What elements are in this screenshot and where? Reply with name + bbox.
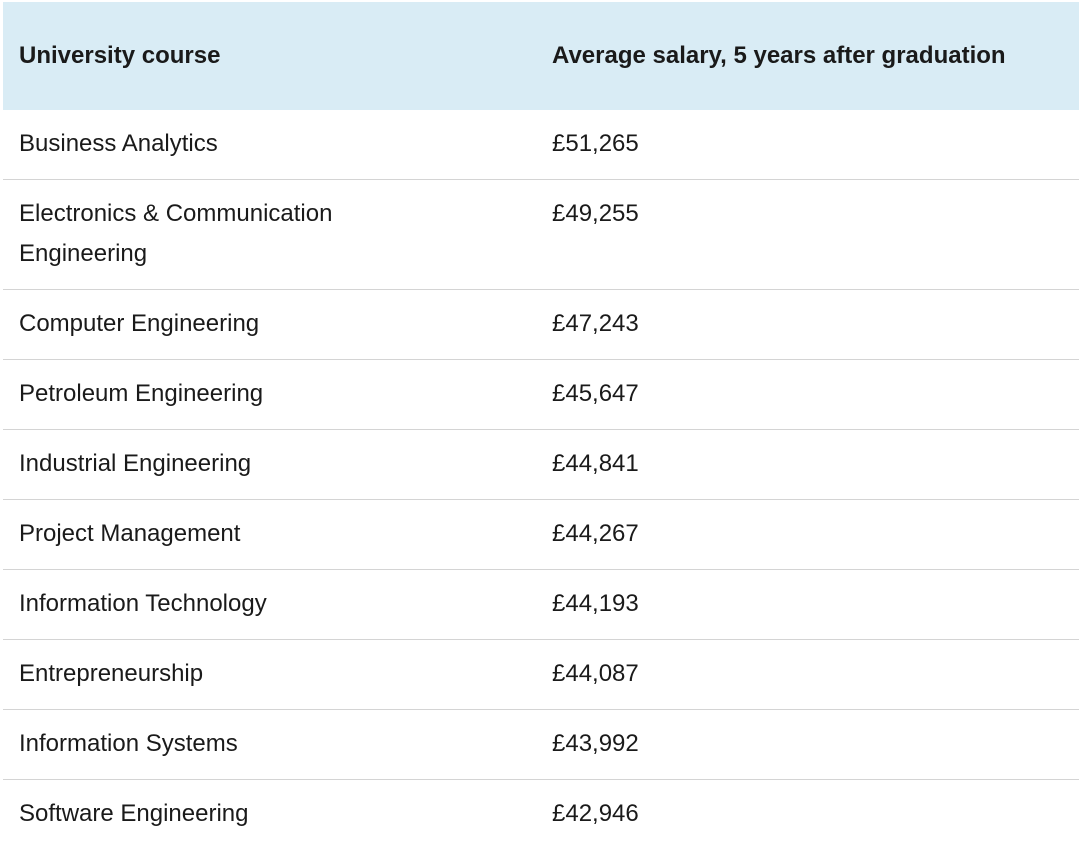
salary-table: University course Average salary, 5 year… bbox=[3, 2, 1079, 849]
table-body: Business Analytics £51,265 Electronics &… bbox=[3, 110, 1079, 849]
course-cell: Business Analytics bbox=[3, 110, 534, 180]
salary-cell: £49,255 bbox=[534, 179, 1079, 290]
salary-cell: £44,841 bbox=[534, 429, 1079, 500]
salary-cell: £45,647 bbox=[534, 359, 1079, 430]
salary-cell: £44,087 bbox=[534, 639, 1079, 710]
course-cell: Software Engineering bbox=[19, 800, 249, 827]
table-row: Petroleum Engineering £45,647 bbox=[3, 359, 1079, 430]
salary-cell: £43,992 bbox=[534, 709, 1079, 780]
table-row: Industrial Engineering £44,841 bbox=[3, 429, 1079, 500]
salary-cell: £44,193 bbox=[534, 569, 1079, 640]
course-cell: Entrepreneurship bbox=[3, 639, 534, 710]
table-row: Project Management £44,267 bbox=[3, 499, 1079, 570]
course-cell: Information Technology bbox=[3, 569, 534, 640]
header-course: University course bbox=[3, 2, 534, 110]
course-cell: Electronics & Communication Engineering bbox=[3, 179, 534, 290]
salary-cell: £51,265 bbox=[534, 110, 1079, 180]
course-cell: Information Systems bbox=[3, 709, 534, 780]
table-row: Software Engineering £42,946 bbox=[3, 780, 1079, 850]
header-salary-label: Average salary, 5 years after graduation bbox=[552, 42, 1006, 69]
table-row: Business Analytics £51,265 bbox=[3, 110, 1079, 180]
course-cell: Petroleum Engineering bbox=[3, 359, 534, 430]
table-row: Information Technology £44,193 bbox=[3, 569, 1079, 640]
table-row: Information Systems £43,992 bbox=[3, 709, 1079, 780]
header-row: University course Average salary, 5 year… bbox=[3, 2, 1079, 110]
salary-cell: £47,243 bbox=[534, 289, 1079, 360]
table-row: Computer Engineering £47,243 bbox=[3, 289, 1079, 360]
course-cell: Project Management bbox=[3, 499, 534, 570]
table-row: Electronics & Communication Engineering … bbox=[3, 179, 1079, 290]
salary-cell: £42,946 bbox=[552, 800, 639, 827]
table-header: University course Average salary, 5 year… bbox=[3, 2, 1079, 110]
header-salary: Average salary, 5 years after graduation bbox=[534, 2, 1079, 110]
salary-cell: £44,267 bbox=[534, 499, 1079, 570]
salary-table-container: University course Average salary, 5 year… bbox=[3, 2, 1079, 849]
course-cell: Computer Engineering bbox=[3, 289, 534, 360]
header-course-label: University course bbox=[19, 42, 221, 69]
course-cell: Industrial Engineering bbox=[3, 429, 534, 500]
table-row: Entrepreneurship £44,087 bbox=[3, 639, 1079, 710]
